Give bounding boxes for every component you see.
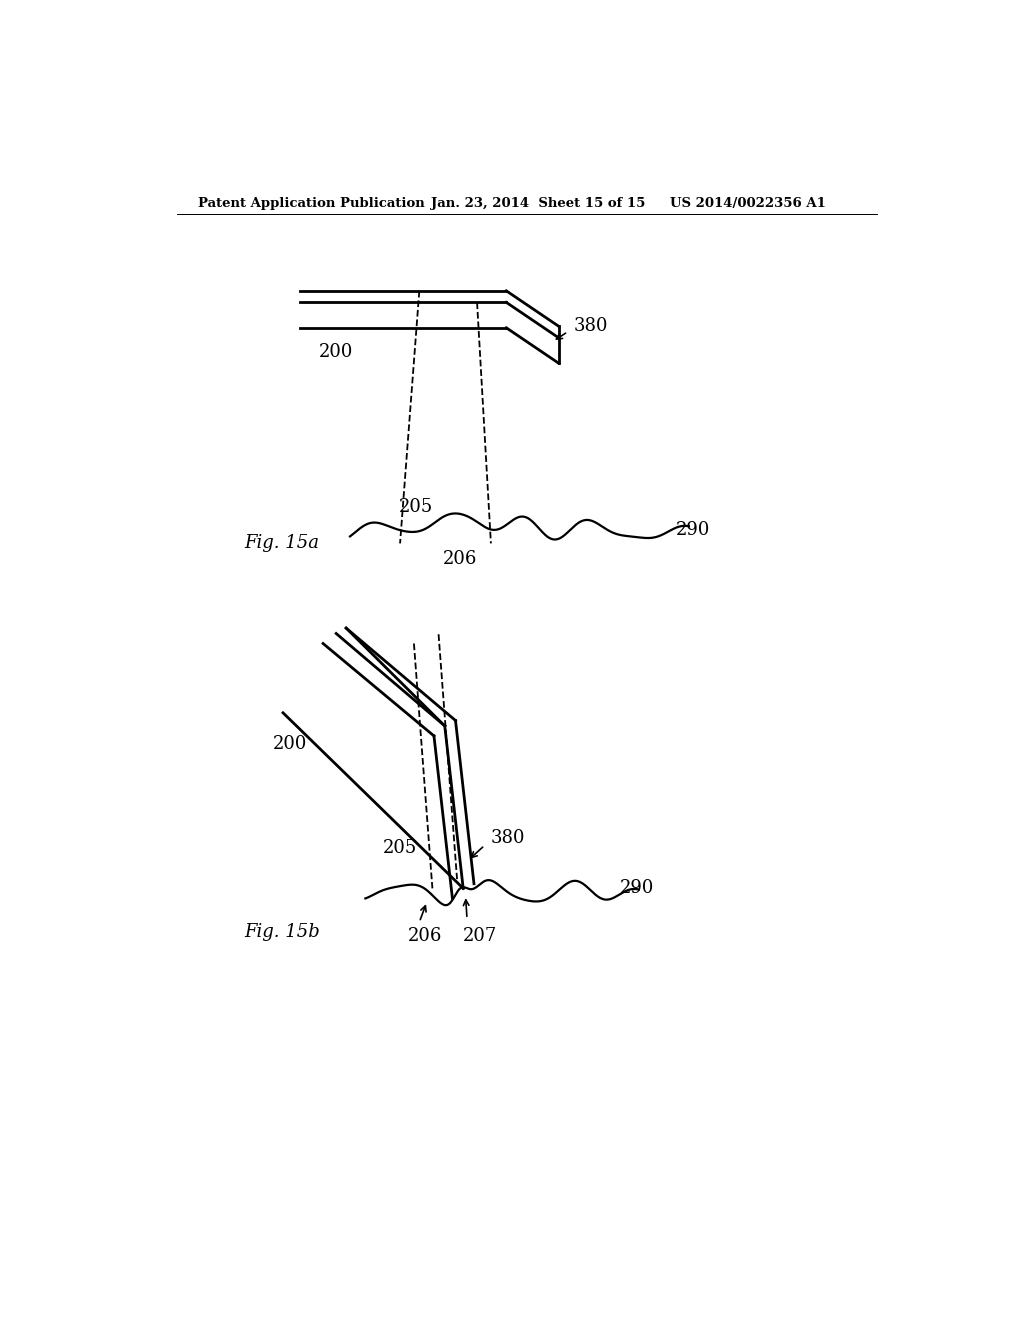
Text: 200: 200 xyxy=(319,343,353,362)
Text: Jan. 23, 2014  Sheet 15 of 15: Jan. 23, 2014 Sheet 15 of 15 xyxy=(431,197,645,210)
Text: 380: 380 xyxy=(574,317,608,335)
Text: Fig. 15a: Fig. 15a xyxy=(245,535,319,552)
Text: 207: 207 xyxy=(463,927,498,945)
Text: 205: 205 xyxy=(398,498,433,516)
Text: 290: 290 xyxy=(676,521,710,540)
Text: 206: 206 xyxy=(408,927,442,945)
Text: US 2014/0022356 A1: US 2014/0022356 A1 xyxy=(670,197,825,210)
Text: 200: 200 xyxy=(273,735,307,752)
Text: Patent Application Publication: Patent Application Publication xyxy=(199,197,425,210)
Text: 205: 205 xyxy=(383,838,418,857)
Text: 206: 206 xyxy=(442,550,477,568)
Text: Fig. 15b: Fig. 15b xyxy=(245,923,321,941)
Text: 380: 380 xyxy=(490,829,525,846)
Text: 290: 290 xyxy=(621,879,654,898)
